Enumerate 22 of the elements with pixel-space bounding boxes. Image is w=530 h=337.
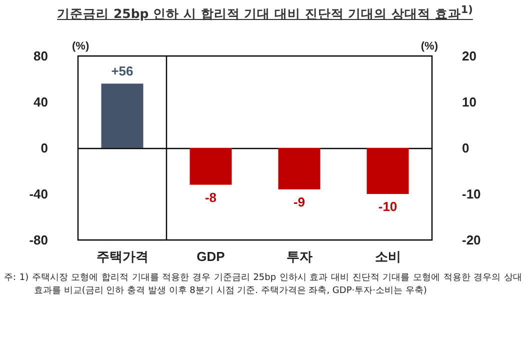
x-tick-label: GDP [196, 249, 226, 264]
y2-tick-label: 10 [462, 94, 476, 110]
y2-tick-label: -20 [462, 232, 481, 248]
x-tick-label: 투자 [286, 249, 312, 264]
data-label: -8 [204, 190, 217, 205]
y-tick-label: 40 [34, 94, 48, 110]
y2-tick-label: 0 [462, 140, 470, 156]
y-tick-label: 0 [40, 140, 48, 156]
y2-tick-label: -10 [462, 186, 481, 202]
y-tick-label: -40 [29, 186, 48, 202]
chart-title: 기준금리 25bp 인하 시 합리적 기대 대비 진단적 기대의 상대적 효과$^{1)}$ [57, 4, 473, 22]
data-label: +56 [111, 64, 134, 79]
x-tick-label: 소비 [374, 249, 401, 264]
y2-axis-title: (%) [420, 40, 438, 52]
y-axis-title: (%) [72, 40, 90, 52]
y-tick-label: -80 [29, 232, 48, 248]
y2-tick-label: 20 [462, 48, 476, 64]
data-label: -10 [378, 199, 398, 214]
x-tick-label: 주택가격 [96, 249, 148, 264]
y-tick-label: 80 [34, 48, 48, 64]
data-label: -9 [293, 194, 306, 210]
text: 주: 1) 주택시장 모형에 합리적 기대를 적용한 경우 기준금리 25bp 인하시 효과 대비 진단적 기대를 모형에 적용한 경우의 상대 효과를 비교(금리 인하 충격 발생 이후 8분기 시점 기준. 주택가격은 좌축, GDP·투자·소비는 우축) [4, 272, 522, 298]
